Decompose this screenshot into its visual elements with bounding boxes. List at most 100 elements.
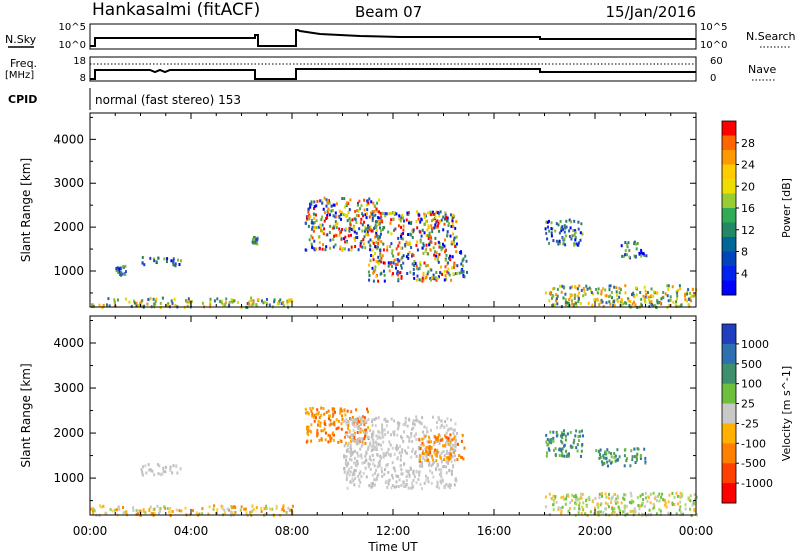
heatmap-cell xyxy=(649,301,652,305)
heatmap-cell xyxy=(253,236,256,240)
heatmap-cell xyxy=(380,256,383,260)
heatmap-cell xyxy=(439,425,442,429)
heatmap-cell xyxy=(598,450,601,454)
heatmap-cell xyxy=(358,484,361,488)
heatmap-cell xyxy=(98,303,101,307)
heatmap-cell xyxy=(581,232,584,236)
heatmap-cell xyxy=(564,303,567,307)
heatmap-cell xyxy=(186,300,189,304)
heatmap-cell xyxy=(444,250,446,254)
heatmap-cell xyxy=(369,244,372,248)
heatmap-cell xyxy=(356,203,359,207)
heatmap-cell xyxy=(453,261,456,265)
heatmap-cell xyxy=(310,423,313,427)
heatmap-cell xyxy=(607,496,610,500)
heatmap-cell xyxy=(458,271,461,275)
heatmap-cell xyxy=(619,300,622,304)
heatmap-cell xyxy=(307,433,310,437)
heatmap-cell xyxy=(419,482,422,486)
heatmap-cell xyxy=(602,456,605,460)
heatmap-cell xyxy=(413,475,416,479)
heatmap-cell xyxy=(370,254,373,257)
heatmap-cell xyxy=(381,426,384,430)
heatmap-cell xyxy=(578,501,581,505)
heatmap-cell xyxy=(625,459,628,463)
heatmap-cell xyxy=(315,247,317,251)
heatmap-cell xyxy=(418,447,421,451)
heatmap-cell xyxy=(552,430,555,434)
heatmap-cell xyxy=(320,438,323,442)
heatmap-cell xyxy=(373,464,376,468)
heatmap-cell xyxy=(560,511,563,515)
heatmap-cell xyxy=(450,469,453,473)
heatmap-cell xyxy=(422,242,425,246)
heatmap-cell xyxy=(385,212,388,216)
heatmap-cell xyxy=(578,284,581,288)
heatmap-cell xyxy=(453,236,456,240)
heatmap-cell xyxy=(555,239,558,243)
heatmap-cell xyxy=(550,497,553,501)
heatmap-cell xyxy=(186,304,189,308)
heatmap-cell xyxy=(166,260,168,264)
heatmap-cell xyxy=(442,215,445,219)
heatmap-cell xyxy=(417,477,420,481)
heatmap-cell xyxy=(166,257,169,261)
heatmap-cell xyxy=(580,496,583,500)
heatmap-cell xyxy=(436,276,439,280)
heatmap-cell xyxy=(333,433,335,437)
heatmap-cell xyxy=(625,504,628,508)
heatmap-cell xyxy=(402,261,405,265)
heatmap-cell xyxy=(550,231,553,235)
heatmap-cell xyxy=(571,493,574,497)
heatmap-cell xyxy=(201,507,204,511)
heatmap-cell xyxy=(650,300,653,304)
heatmap-cell xyxy=(629,300,632,303)
heatmap-cell xyxy=(246,302,249,305)
heatmap-cell xyxy=(153,511,156,515)
heatmap-cell xyxy=(440,481,443,485)
heatmap-cell xyxy=(321,201,324,205)
heatmap-cell xyxy=(340,210,343,214)
heatmap-cell xyxy=(248,300,251,304)
heatmap-cell xyxy=(233,299,236,303)
heatmap-cell xyxy=(174,262,177,266)
heatmap-cell xyxy=(409,466,412,470)
heatmap-cell xyxy=(445,435,448,439)
heatmap-cell xyxy=(450,453,453,457)
heatmap-cell xyxy=(354,469,357,473)
colorbar-segment xyxy=(722,222,736,238)
heatmap-cell xyxy=(435,210,438,214)
heatmap-cell xyxy=(414,262,417,265)
heatmap-cell xyxy=(404,449,406,453)
heatmap-cell xyxy=(375,447,378,451)
heatmap-cell xyxy=(430,481,433,485)
heatmap-cell xyxy=(337,440,340,444)
heatmap-cell xyxy=(166,507,169,510)
heatmap-cell xyxy=(384,214,387,218)
heatmap-cell xyxy=(396,263,399,266)
heatmap-cell xyxy=(360,217,363,221)
heatmap-cell xyxy=(306,429,309,433)
heatmap-cell xyxy=(255,303,258,307)
heatmap-cell xyxy=(582,501,585,505)
heatmap-cell xyxy=(153,259,156,263)
heatmap-cell xyxy=(401,436,404,440)
heatmap-cell xyxy=(311,225,314,229)
heatmap-cell xyxy=(678,495,681,498)
heatmap-cell xyxy=(565,225,568,229)
heatmap-cell xyxy=(387,453,390,457)
heatmap-cell xyxy=(228,301,231,304)
heatmap-cell xyxy=(614,454,617,458)
heatmap-cell xyxy=(620,244,623,248)
heatmap-cell xyxy=(307,425,310,429)
heatmap-cell xyxy=(379,454,382,458)
heatmap-cell xyxy=(378,198,381,202)
heatmap-cell xyxy=(350,439,352,443)
heatmap-cell xyxy=(333,407,336,411)
heatmap-cell xyxy=(318,247,321,251)
heatmap-cell xyxy=(574,286,577,290)
heatmap-cell xyxy=(353,436,356,440)
heatmap-cell xyxy=(555,297,558,301)
heatmap-cell xyxy=(423,261,426,265)
heatmap-cell xyxy=(445,253,448,257)
